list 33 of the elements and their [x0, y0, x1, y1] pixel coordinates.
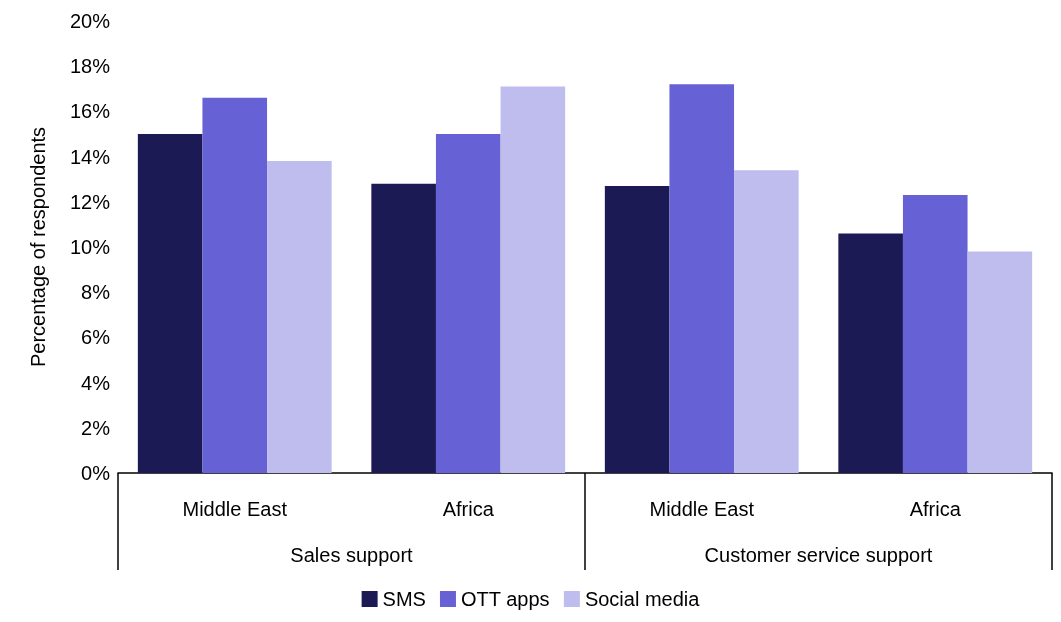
- y-tick-label: 16%: [69, 100, 111, 123]
- legend-label: OTT apps: [460, 588, 550, 610]
- y-tick-label: 12%: [69, 190, 111, 213]
- bar: [371, 183, 436, 473]
- x-tick-label: Middle East: [649, 498, 755, 520]
- legend-label: Social media: [584, 588, 701, 610]
- bar: [669, 84, 735, 473]
- bar: [202, 97, 268, 473]
- y-tick-label: 18%: [69, 55, 111, 78]
- bar: [435, 134, 501, 473]
- x-tick-label: Middle East: [182, 498, 288, 520]
- bar: [267, 161, 332, 473]
- bar: [604, 185, 670, 473]
- text: Sales support: [290, 544, 414, 566]
- bar: [838, 233, 903, 473]
- legend-label: SMS: [382, 588, 426, 610]
- y-tick-label: 20%: [69, 10, 111, 32]
- y-axis-title: Percentage of respondents: [27, 126, 49, 368]
- y-tick-label: 8%: [81, 281, 111, 304]
- y-tick-label: 14%: [69, 145, 111, 168]
- bar: [500, 86, 566, 473]
- x-tick-label: Africa: [909, 498, 962, 520]
- bar: [967, 251, 1033, 473]
- y-tick-label: 6%: [81, 326, 111, 349]
- bar: [734, 170, 799, 473]
- y-tick-label: 10%: [69, 236, 111, 258]
- x-tick-label: Africa: [442, 498, 495, 520]
- y-tick-label: 4%: [81, 371, 111, 394]
- text: Customer service support: [704, 544, 933, 566]
- y-tick-label: 0%: [81, 462, 111, 484]
- bar: [137, 134, 203, 473]
- bar: [902, 195, 968, 473]
- y-tick-label: 2%: [81, 416, 111, 439]
